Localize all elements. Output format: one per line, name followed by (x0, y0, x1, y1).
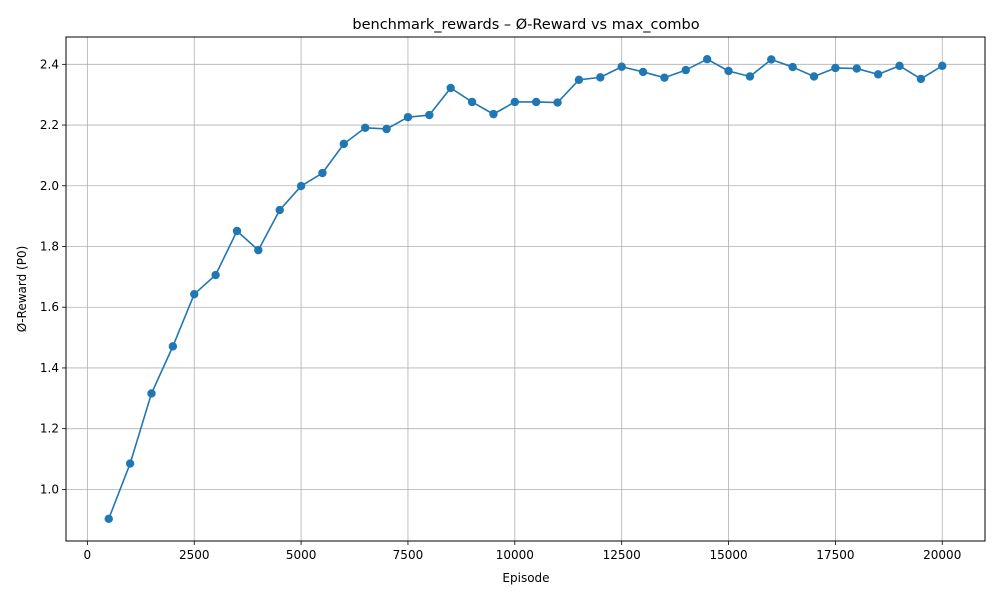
data-point (916, 74, 926, 84)
data-point (510, 97, 520, 107)
x-tick-label: 17500 (816, 548, 854, 562)
y-tick-label: 1.8 (40, 239, 59, 253)
data-point (232, 226, 242, 236)
y-tick-label: 2.2 (40, 118, 59, 132)
x-tick-label: 20000 (923, 548, 961, 562)
x-tick-label: 0 (84, 548, 92, 562)
series-line (107, 58, 943, 520)
data-point (724, 66, 733, 76)
data-point (425, 110, 434, 120)
data-point (190, 289, 199, 299)
x-tick-label: 10000 (496, 548, 534, 562)
grid-lines (66, 37, 985, 541)
data-point (446, 83, 455, 93)
x-tick-label: 12500 (603, 548, 641, 562)
data-point (489, 109, 498, 119)
y-tick-label: 1.6 (40, 300, 59, 314)
data-point (895, 61, 904, 71)
data-point (873, 70, 883, 79)
data-point (809, 72, 819, 81)
data-point (596, 73, 605, 82)
data-point (147, 389, 156, 398)
data-point (638, 67, 648, 77)
data-point (553, 98, 562, 107)
y-tick-label: 1.2 (40, 422, 59, 436)
y-tick-label: 1.4 (40, 361, 59, 375)
data-point (938, 61, 947, 71)
data-point (767, 55, 776, 64)
y-tick-label: 1.0 (40, 482, 59, 496)
data-point (125, 459, 135, 468)
data-point (745, 72, 755, 81)
data-point (617, 62, 626, 71)
series-marker-layer (104, 54, 947, 524)
data-point (361, 123, 370, 132)
x-tick-label: 5000 (286, 548, 317, 562)
x-tick-label: 7500 (393, 548, 424, 562)
x-tick-label: 2500 (179, 548, 210, 562)
data-point (788, 62, 797, 72)
x-axis-ticks: 0 2500 5000 7500 10000 12500 15000 17500 20000 (84, 541, 961, 562)
data-point (339, 139, 349, 149)
x-tick-label: 15000 (709, 548, 747, 562)
data-point (681, 65, 690, 75)
data-point (168, 342, 178, 351)
data-point (531, 97, 541, 107)
plot-frame (65, 36, 986, 542)
data-point (403, 112, 413, 122)
data-point (318, 168, 327, 178)
y-axis-label: Ø-Reward (P0) (15, 246, 29, 333)
data-point (702, 54, 712, 64)
x-axis-label: Episode (502, 571, 549, 585)
series-line-layer (107, 58, 943, 520)
data-point (104, 514, 113, 524)
y-tick-label: 2.4 (40, 57, 59, 71)
data-point (467, 97, 477, 107)
data-point (852, 64, 861, 73)
y-axis-ticks: 1.0 1.2 1.4 1.6 1.8 2.0 2.2 2.4 (40, 57, 66, 496)
chart-title: benchmark_rewards – Ø-Reward vs max_comb… (352, 17, 699, 33)
data-point (211, 270, 220, 280)
data-point (660, 73, 669, 82)
data-point (831, 63, 840, 73)
data-point (254, 245, 263, 255)
data-point (574, 75, 584, 85)
data-point (275, 205, 284, 215)
data-point (296, 181, 306, 191)
data-point (382, 124, 391, 134)
y-tick-label: 2.0 (40, 179, 59, 193)
